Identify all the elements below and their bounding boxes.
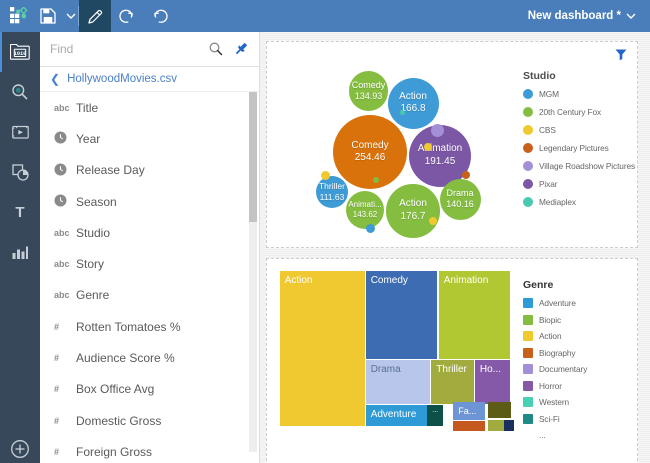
svg-text:1010: 1010: [14, 51, 27, 57]
svg-text:T: T: [15, 204, 24, 220]
